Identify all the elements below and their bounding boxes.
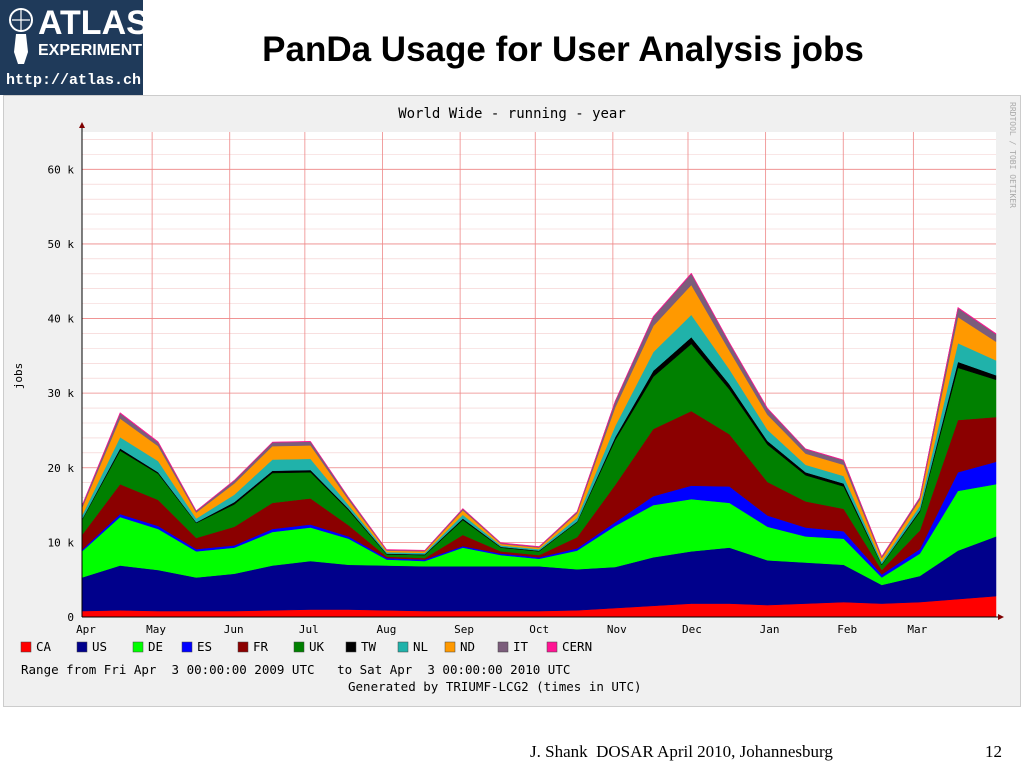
x-tick-label: Aug bbox=[377, 623, 397, 636]
legend-label-us: US bbox=[92, 639, 107, 654]
y-tick-label: 0 bbox=[67, 611, 74, 624]
legend-swatch-us bbox=[76, 641, 88, 653]
x-axis-arrow bbox=[998, 614, 1004, 620]
legend-swatch-uk bbox=[293, 641, 305, 653]
legend-label-it: IT bbox=[513, 639, 529, 654]
chart-frame: World Wide - running - year jobs RRDTOOL… bbox=[3, 95, 1021, 707]
x-tick-label: Apr bbox=[76, 623, 96, 636]
legend-label-tw: TW bbox=[361, 639, 377, 654]
legend-label-cern: CERN bbox=[562, 639, 592, 654]
generated-text: Generated by TRIUMF-LCG2 (times in UTC) bbox=[348, 679, 642, 694]
slide-title: PanDa Usage for User Analysis jobs bbox=[262, 30, 864, 69]
x-tick-label: Jan bbox=[760, 623, 780, 636]
legend-swatch-cern bbox=[546, 641, 558, 653]
y-tick-label: 40 k bbox=[48, 313, 75, 326]
y-tick-label: 50 k bbox=[48, 238, 75, 251]
series-area-cern bbox=[81, 272, 997, 558]
legend-swatch-es bbox=[181, 641, 193, 653]
legend-swatch-nd bbox=[444, 641, 456, 653]
x-tick-label: Jul bbox=[299, 623, 319, 636]
x-tick-label: Dec bbox=[682, 623, 702, 636]
y-tick-label: 10 k bbox=[48, 536, 75, 549]
page-number: 12 bbox=[985, 742, 1002, 761]
legend-swatch-tw bbox=[345, 641, 357, 653]
slide-footer: J. Shank DOSAR April 2010, Johannesburg bbox=[530, 742, 833, 761]
y-axis-arrow bbox=[79, 122, 85, 128]
legend-label-nl: NL bbox=[413, 639, 428, 654]
legend-swatch-de bbox=[132, 641, 144, 653]
logo-atlas-text: ATLAS bbox=[38, 4, 143, 42]
legend-swatch-fr bbox=[237, 641, 249, 653]
plot-area: 0 10 k 20 k 30 k 40 k 50 k 60 k Apr May Jun Jul Aug… bbox=[20, 122, 1004, 654]
x-tick-label: Sep bbox=[454, 623, 474, 636]
chart-title: World Wide - running - year bbox=[398, 106, 626, 122]
y-axis-label: jobs bbox=[12, 363, 25, 390]
usage-chart: World Wide - running - year jobs RRDTOOL… bbox=[12, 102, 1017, 694]
x-tick-label: May bbox=[146, 623, 166, 636]
range-text: Range from Fri Apr 3 00:00:00 2009 UTC t… bbox=[21, 662, 570, 677]
legend-label-ca: CA bbox=[36, 639, 52, 654]
legend-label-es: ES bbox=[197, 639, 212, 654]
y-tick-label: 20 k bbox=[48, 462, 75, 475]
x-tick-label: Nov bbox=[607, 623, 627, 636]
x-tick-label: Oct bbox=[529, 623, 549, 636]
legend-swatch-nl bbox=[397, 641, 409, 653]
atlas-figure-icon bbox=[9, 8, 33, 64]
logo-experiment-text: EXPERIMENT bbox=[38, 42, 143, 59]
legend-label-de: DE bbox=[148, 639, 163, 654]
legend-swatch-it bbox=[497, 641, 509, 653]
x-tick-label: Feb bbox=[837, 623, 857, 636]
legend-label-uk: UK bbox=[309, 639, 325, 654]
x-tick-label: Mar bbox=[907, 623, 927, 636]
legend-swatch-ca bbox=[20, 641, 32, 653]
atlas-logo: ATLAS EXPERIMENT http://atlas.ch bbox=[0, 0, 143, 95]
legend-label-nd: ND bbox=[460, 639, 475, 654]
chart-watermark: RRDTOOL / TOBI OETIKER bbox=[1008, 102, 1017, 208]
header-band bbox=[143, 0, 1024, 95]
legend-label-fr: FR bbox=[253, 639, 269, 654]
y-tick-label: 30 k bbox=[48, 387, 75, 400]
logo-url-text: http://atlas.ch bbox=[6, 72, 142, 89]
x-tick-label: Jun bbox=[224, 623, 244, 636]
y-tick-label: 60 k bbox=[48, 163, 75, 176]
